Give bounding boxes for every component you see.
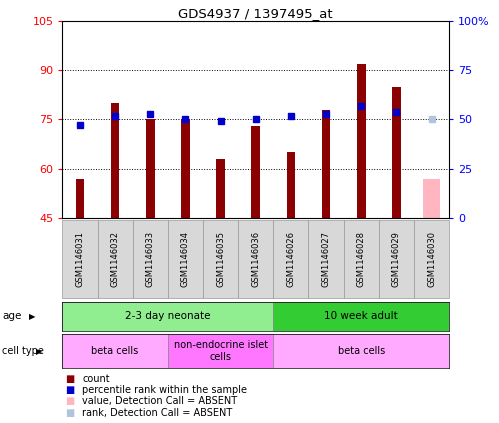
Text: ■: ■ [65,408,74,418]
Text: ▶: ▶ [29,312,35,321]
Text: 2-3 day neonate: 2-3 day neonate [125,311,211,321]
Text: GSM1146033: GSM1146033 [146,231,155,287]
Bar [111,103,119,218]
Bar [146,119,155,218]
Text: rank, Detection Call = ABSENT: rank, Detection Call = ABSENT [82,408,233,418]
Text: non-endocrine islet
cells: non-endocrine islet cells [174,340,267,362]
Text: GSM1146029: GSM1146029 [392,231,401,287]
Text: cell type: cell type [2,346,44,356]
Bar [238,220,273,298]
Bar [168,334,273,368]
Bar [273,220,308,298]
Bar [62,334,168,368]
Text: count: count [82,374,110,384]
Bar [203,220,238,298]
Bar [62,302,273,331]
Text: GSM1146034: GSM1146034 [181,231,190,287]
Bar [62,220,97,298]
Text: beta cells: beta cells [338,346,385,356]
Bar [216,159,225,218]
Bar [322,110,330,218]
Bar [286,152,295,218]
Text: GSM1146027: GSM1146027 [321,231,330,287]
Bar [97,220,133,298]
Bar [168,220,203,298]
Bar [273,302,449,331]
Text: GSM1146026: GSM1146026 [286,231,295,287]
Title: GDS4937 / 1397495_at: GDS4937 / 1397495_at [179,7,333,20]
Text: ■: ■ [65,385,74,395]
Text: age: age [2,311,22,321]
Bar [76,179,84,218]
Text: ■: ■ [65,396,74,407]
Text: GSM1146036: GSM1146036 [251,231,260,287]
Text: beta cells: beta cells [91,346,139,356]
Text: GSM1146028: GSM1146028 [357,231,366,287]
Text: ▶: ▶ [36,346,42,356]
Bar [357,64,366,218]
Text: percentile rank within the sample: percentile rank within the sample [82,385,248,395]
Text: 10 week adult: 10 week adult [324,311,398,321]
Bar [251,126,260,218]
Bar [379,220,414,298]
Text: GSM1146031: GSM1146031 [75,231,84,287]
Bar [392,87,401,218]
Bar [273,334,449,368]
Bar [344,220,379,298]
Text: GSM1146030: GSM1146030 [427,231,436,287]
Bar [308,220,344,298]
Bar [181,119,190,218]
Text: ■: ■ [65,374,74,384]
Bar [423,179,440,218]
Bar [414,220,449,298]
Text: GSM1146035: GSM1146035 [216,231,225,287]
Text: GSM1146032: GSM1146032 [111,231,120,287]
Text: value, Detection Call = ABSENT: value, Detection Call = ABSENT [82,396,238,407]
Bar [133,220,168,298]
